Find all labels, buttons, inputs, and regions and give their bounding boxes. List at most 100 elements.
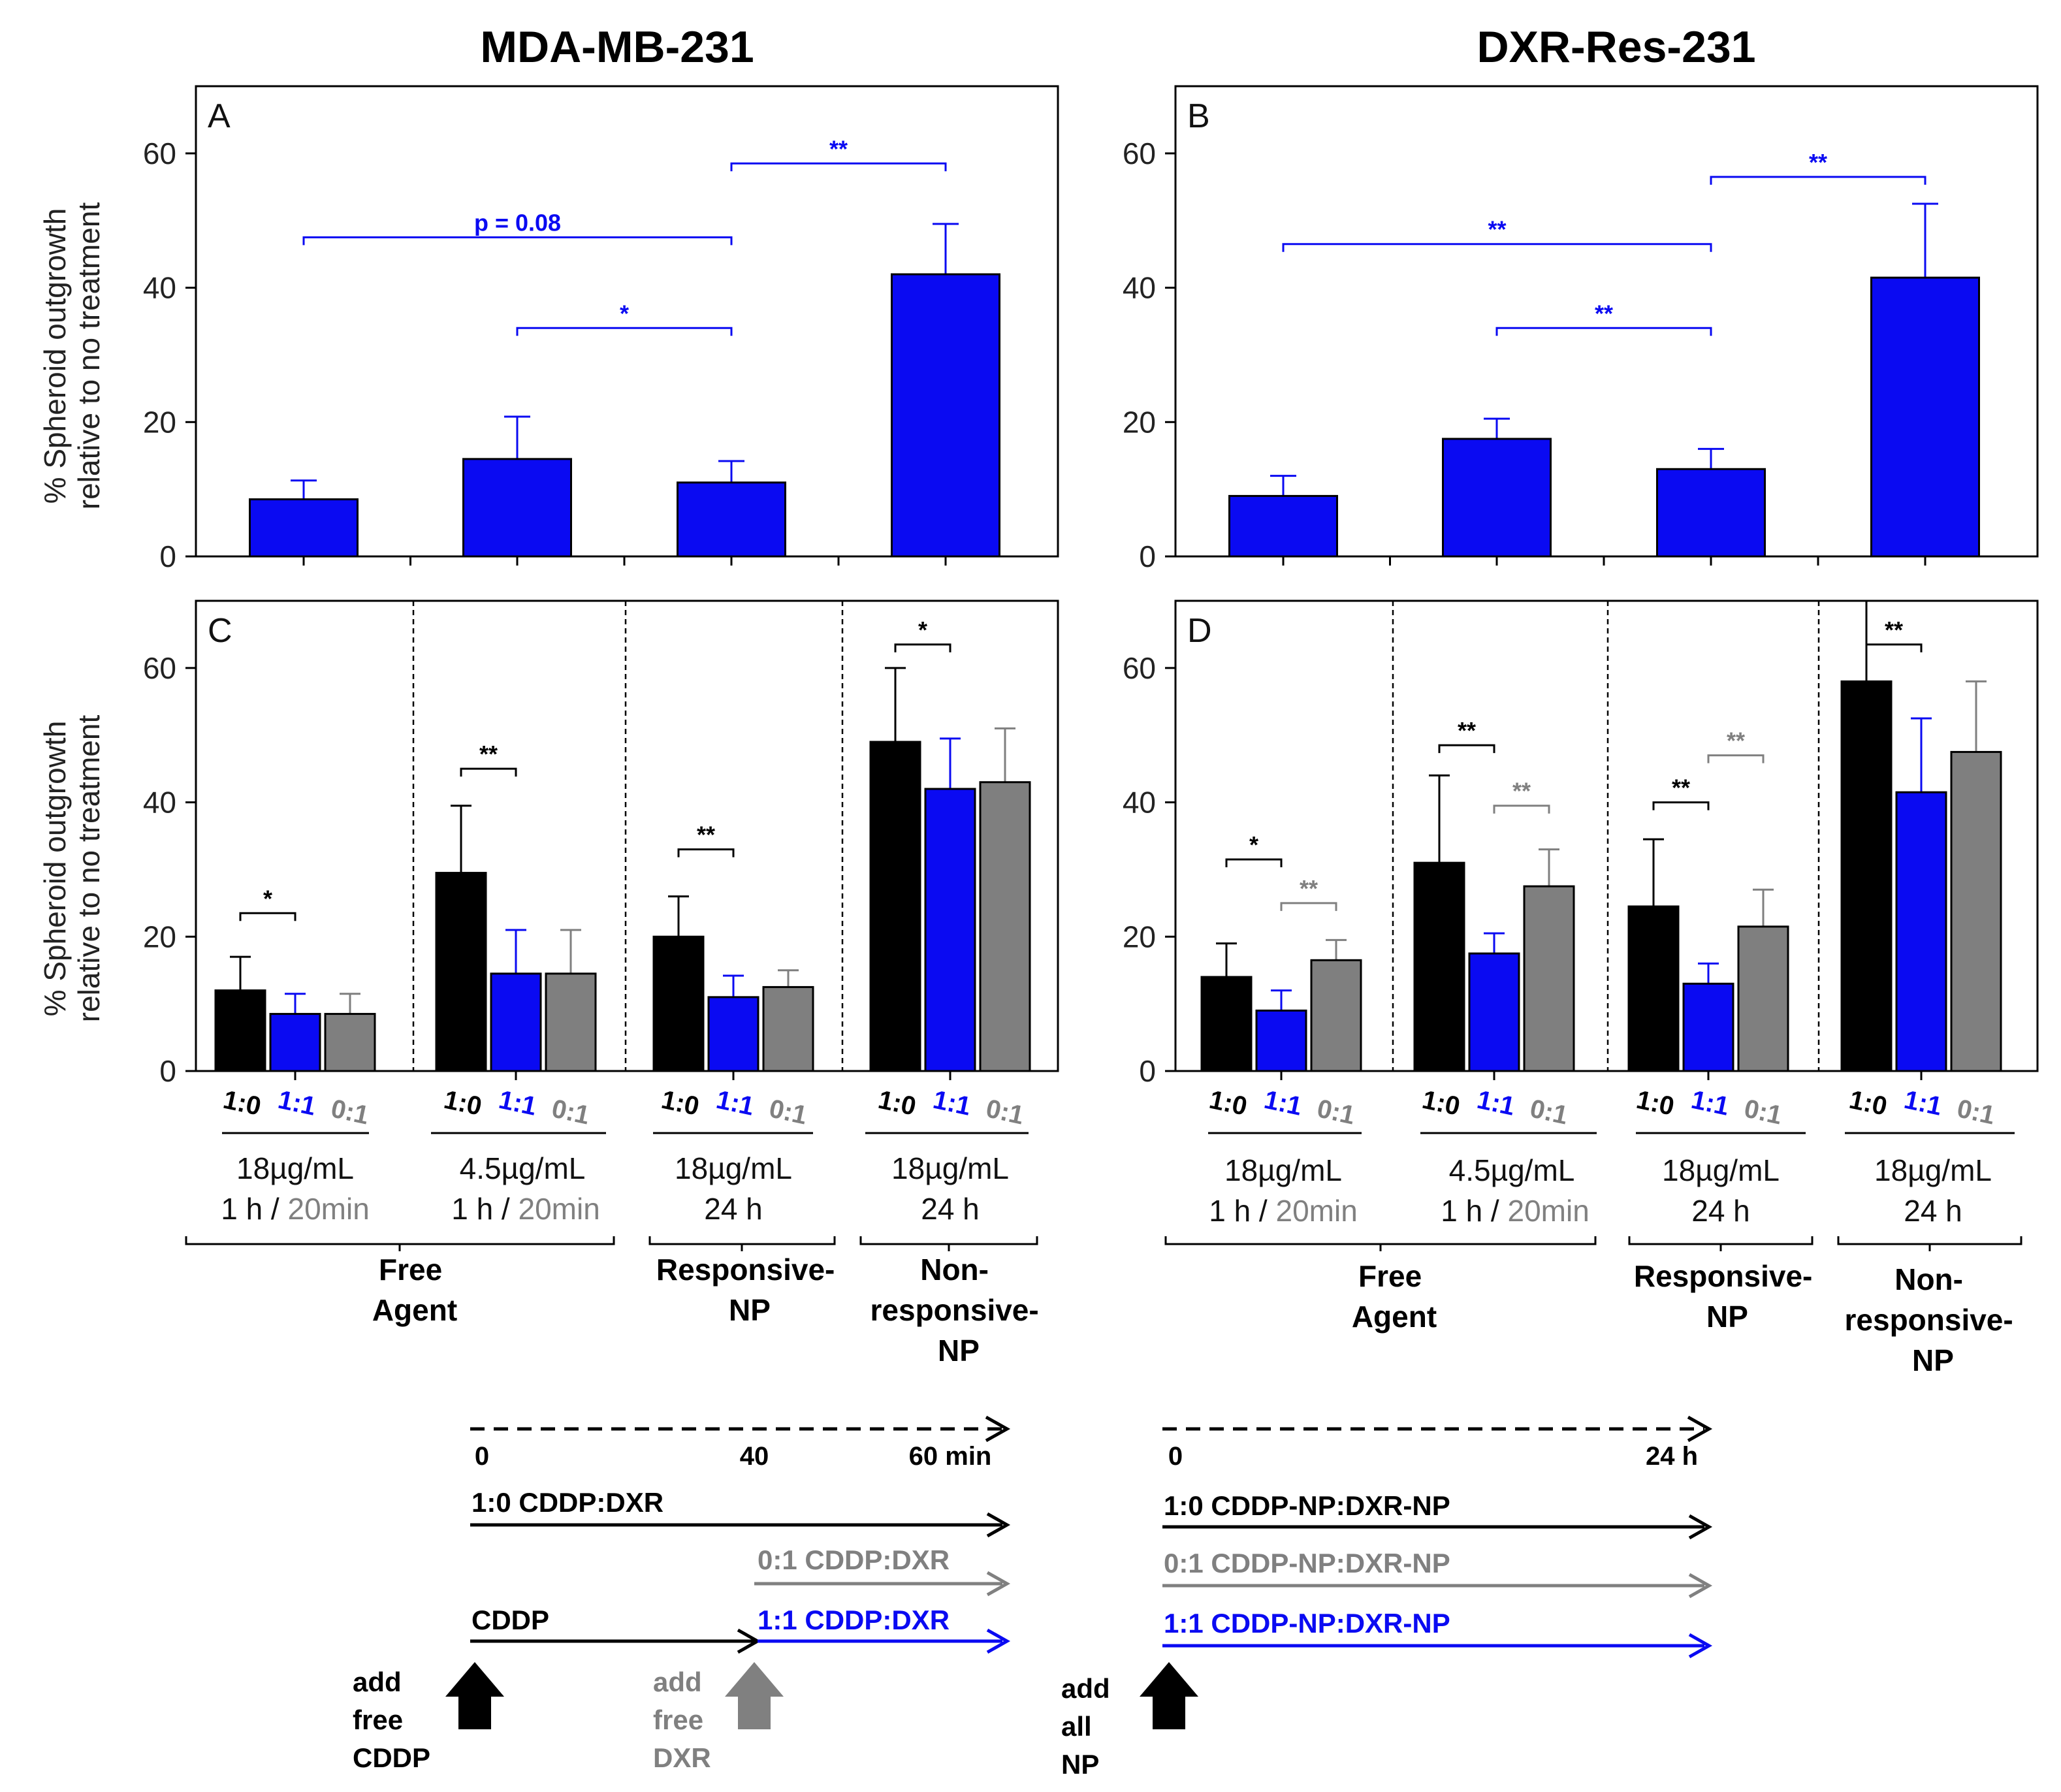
- panel-d-letter: D: [1187, 612, 1212, 650]
- bar: [249, 498, 359, 558]
- ratio-label: 0:1: [767, 1094, 810, 1130]
- y-tick-label: 60: [143, 651, 176, 685]
- group-labels-d: 18µg/mL 1 h / 20min 4.5µg/mL 1 h / 20min…: [1164, 1132, 2022, 1377]
- ratio-label: 1:1: [1262, 1085, 1305, 1121]
- arrow-label-0-1: 0:1 CDDP-NP:DXR-NP: [1164, 1548, 1450, 1578]
- y-axis-label-line1: % Spheroid outgrowth: [38, 208, 72, 504]
- tick-label-0: 0: [1168, 1442, 1183, 1471]
- significance-label: **: [1809, 149, 1827, 176]
- ratio-label: 0:1: [983, 1094, 1027, 1130]
- category-brace-nonresponsive: [859, 1236, 1038, 1245]
- y-tick-label: 0: [1139, 1054, 1156, 1088]
- bar: [545, 972, 597, 1072]
- bar: [490, 972, 542, 1072]
- bar: [652, 935, 705, 1072]
- y-axis-label-line1: % Spheroid outgrowth: [38, 721, 72, 1017]
- y-tick-label: 20: [1123, 405, 1156, 439]
- y-tick-label: 0: [159, 1054, 176, 1088]
- category-brace-nonresponsive: [1837, 1236, 2022, 1245]
- panel-a-frame: [195, 85, 1059, 558]
- bar: [707, 996, 759, 1072]
- ratio-label: 1:1: [1902, 1085, 1945, 1121]
- add-free-cddp-label: add free CDDP: [353, 1667, 430, 1773]
- significance-bracket: [1707, 754, 1765, 763]
- y-axis-label-line2: relative to no treatment: [72, 202, 106, 510]
- y-axis-label-bottom: % Spheroid outgrowth relative to no trea…: [38, 715, 106, 1023]
- add-all-np-label: add all NP: [1061, 1673, 1117, 1780]
- y-axis-label-top: % Spheroid outgrowth relative to no trea…: [38, 202, 106, 510]
- arrowhead: [1688, 1514, 1713, 1540]
- significance-label: *: [918, 616, 927, 643]
- time-axis-arrowhead: [1687, 1415, 1713, 1443]
- arrowhead: [1688, 1573, 1713, 1599]
- group-label-d-2: 4.5µg/mL 1 h / 20min: [1420, 1132, 1597, 1228]
- arrowhead: [986, 1512, 1011, 1538]
- column-title-right: DXR-Res-231: [1477, 22, 1755, 72]
- time-axis-arrowhead: [985, 1415, 1011, 1443]
- dose-label: 18µg/mL: [1874, 1153, 1992, 1187]
- significance-bracket: [516, 327, 733, 336]
- significance-bracket: [1282, 243, 1712, 252]
- arrow-label-1-1: 1:1 CDDP:DXR: [758, 1605, 950, 1635]
- group-label-c-4: 18µg/mL 24 h: [865, 1132, 1029, 1226]
- ratio-label: 1:1: [276, 1085, 319, 1121]
- bar: [1255, 1009, 1307, 1072]
- arrow-label-1-1: 1:1 CDDP-NP:DXR-NP: [1164, 1608, 1450, 1639]
- significance-bracket: [1225, 858, 1283, 867]
- tick-label-24h: 24 h: [1646, 1442, 1698, 1471]
- bar: [1737, 925, 1789, 1072]
- significance-label: **: [1458, 717, 1476, 744]
- significance-label: **: [697, 822, 715, 848]
- bar: [1950, 750, 2002, 1072]
- y-tick-label: 40: [1123, 271, 1156, 305]
- significance-label: **: [1885, 616, 1903, 643]
- bar: [1468, 952, 1520, 1072]
- group-label-d-3: 18µg/mL 24 h: [1636, 1132, 1806, 1228]
- time-label: 1 h / 20min: [221, 1192, 370, 1226]
- significance-bracket: [1652, 801, 1710, 810]
- panel-c-frame: [195, 600, 1059, 1072]
- time-label: 1 h / 20min: [451, 1192, 600, 1226]
- ratio-label: 0:1: [549, 1094, 592, 1130]
- ratio-label: 1:1: [496, 1085, 539, 1121]
- significance-label: **: [1300, 875, 1318, 902]
- bar: [869, 741, 921, 1072]
- significance-bracket: [1495, 327, 1712, 336]
- dose-label: 4.5µg/mL: [1449, 1153, 1575, 1187]
- ratio-label: 0:1: [1527, 1094, 1571, 1130]
- group-labels-c: 18µg/mL 1 h / 20min 4.5µg/mL 1 h / 20min…: [185, 1132, 1039, 1368]
- add-all-np-arrow-icon: [1140, 1662, 1198, 1729]
- add-free-dxr-label: add free DXR: [653, 1667, 711, 1773]
- significance-bracket: [1438, 744, 1495, 754]
- arrow-label-0-1: 0:1 CDDP:DXR: [758, 1544, 950, 1575]
- ratio-label: 1:0: [441, 1085, 485, 1121]
- y-tick-label: 20: [1123, 920, 1156, 953]
- ratio-label: 1:0: [221, 1085, 264, 1121]
- y-tick-label: 0: [1139, 539, 1156, 573]
- add-dxr-arrow-icon: [725, 1662, 784, 1729]
- time-label: 24 h: [1691, 1194, 1750, 1228]
- arrow-label-1-0: 1:0 CDDP-NP:DXR-NP: [1164, 1490, 1450, 1521]
- group-label-d-1: 18µg/mL 1 h / 20min: [1208, 1132, 1362, 1228]
- category-label-free-agent: Free Agent: [1352, 1259, 1437, 1334]
- y-tick-label: 20: [143, 405, 176, 439]
- category-brace-responsive: [1628, 1236, 1813, 1245]
- significance-label: p = 0.08: [474, 209, 561, 236]
- y-axis-label-line2: relative to no treatment: [72, 715, 106, 1023]
- y-tick-label: 40: [143, 786, 176, 820]
- time-label: 1 h / 20min: [1441, 1194, 1590, 1228]
- bar: [1442, 438, 1552, 558]
- bar: [1523, 885, 1575, 1072]
- bar: [762, 985, 814, 1072]
- bar: [1228, 494, 1338, 558]
- time-label: 24 h: [704, 1192, 763, 1226]
- y-tick-label: 40: [143, 271, 176, 305]
- significance-label: **: [829, 135, 848, 162]
- y-tick-label: 60: [1123, 651, 1156, 685]
- bar: [979, 781, 1031, 1072]
- significance-label: *: [263, 885, 272, 912]
- panel-a-letter: A: [208, 97, 231, 135]
- panel-b-letter: B: [1187, 97, 1210, 135]
- y-tick-label: 40: [1123, 786, 1156, 820]
- y-tick-label: 0: [159, 539, 176, 573]
